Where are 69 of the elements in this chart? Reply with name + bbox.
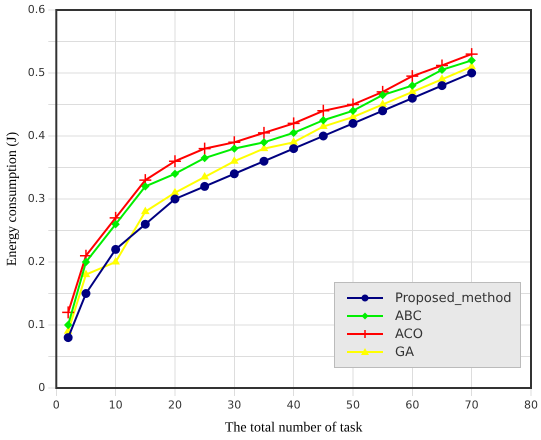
point [259, 156, 268, 166]
point [378, 91, 387, 100]
point [141, 182, 150, 190]
point [290, 128, 298, 137]
point [230, 144, 238, 153]
point [82, 270, 90, 278]
point [319, 116, 328, 124]
point [230, 169, 239, 178]
y-tick-label: 0.1 [28, 318, 46, 331]
x-tick-label: 20 [168, 398, 182, 412]
point [438, 74, 446, 82]
point [348, 118, 358, 128]
point [468, 56, 476, 64]
y-tick-label: 0.5 [28, 66, 46, 79]
point [198, 142, 212, 156]
legend-label: Proposed_method [395, 290, 512, 306]
x-axis-title: The total number of task [224, 420, 362, 436]
y-tick-label: 0.2 [28, 254, 46, 268]
point [112, 258, 120, 264]
point [64, 333, 73, 342]
point [112, 220, 120, 228]
point [170, 170, 179, 178]
point [81, 289, 90, 298]
point [111, 244, 120, 254]
point [61, 306, 75, 320]
point [378, 100, 387, 107]
point [438, 66, 446, 74]
x-tick-label: 80 [524, 398, 538, 412]
point [171, 188, 179, 196]
point [64, 321, 72, 329]
point [378, 106, 388, 116]
legend-label: ACO [395, 326, 423, 342]
point [290, 138, 298, 145]
legend-label: GA [395, 344, 414, 360]
point [319, 122, 328, 130]
point [140, 220, 150, 229]
point [316, 104, 330, 118]
x-tick-label: 40 [286, 398, 301, 412]
point [318, 132, 328, 140]
point [348, 106, 357, 115]
point [200, 182, 210, 191]
point [200, 172, 209, 180]
x-tick-label: 10 [108, 398, 123, 412]
y-tick-label: 0.3 [28, 192, 46, 205]
point [82, 258, 90, 266]
x-tick-label: 50 [346, 398, 360, 412]
y-tick-label: 0.4 [28, 128, 46, 142]
point [257, 126, 271, 140]
x-tick-label: 30 [227, 398, 242, 412]
legend-label: ABC [395, 308, 422, 324]
y-axis-title: Energy consumption (J) [5, 132, 20, 266]
point [286, 116, 300, 130]
y-tick-label: 0 [38, 380, 46, 394]
point [408, 94, 417, 103]
point [230, 156, 238, 164]
point [406, 69, 420, 83]
x-tick-label: 70 [464, 398, 479, 412]
point [168, 154, 182, 168]
point [260, 138, 268, 146]
point [467, 68, 476, 78]
x-tick-label: 60 [405, 398, 420, 412]
y-tick-label: 0.6 [28, 2, 46, 16]
point [170, 194, 180, 204]
point [408, 82, 416, 90]
point [200, 154, 209, 162]
point [437, 81, 446, 90]
point [289, 144, 298, 154]
x-tick-label: 0 [52, 398, 60, 412]
point [141, 207, 150, 214]
